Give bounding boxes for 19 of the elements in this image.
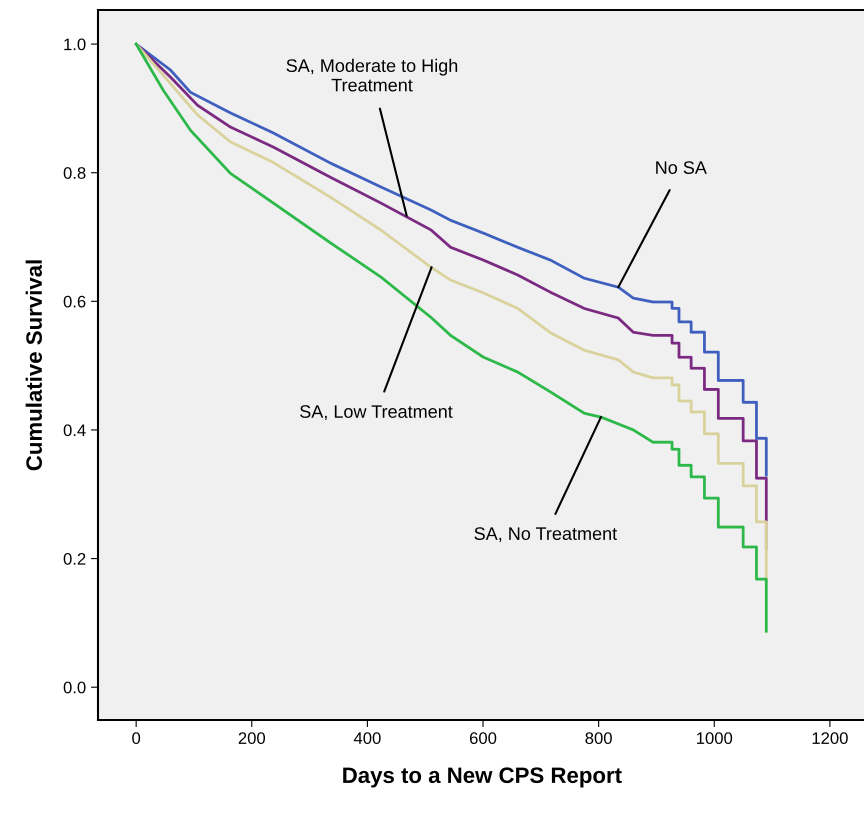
y-tick-label: 0.4 — [64, 424, 86, 436]
annotation: SA, Moderate to High Treatment — [286, 58, 458, 92]
y-tick-label: 1.0 — [64, 38, 86, 50]
x-tick-label: 1000 — [697, 732, 732, 744]
x-tick-label: 600 — [470, 732, 496, 744]
x-tick-label: 400 — [354, 732, 381, 744]
y-tick-label: 0.0 — [64, 682, 86, 694]
y-tick-label: 0.8 — [64, 167, 86, 179]
annotation: SA, Low Treatment — [300, 405, 453, 420]
y-tick-label: 0.2 — [64, 552, 86, 565]
x-axis-title: Days to a New CPS Report — [343, 767, 622, 788]
y-tick-label: 0.6 — [64, 296, 86, 308]
x-tick-label: 200 — [238, 732, 266, 744]
x-tick-label: 0 — [132, 732, 140, 744]
x-tick-label: 1200 — [812, 732, 848, 744]
annotation: SA, No Treatment — [474, 527, 618, 542]
annotation: No SA — [656, 161, 707, 174]
x-tick-label: 800 — [585, 732, 612, 744]
y-axis-title: Cumulative Survival — [26, 260, 42, 470]
